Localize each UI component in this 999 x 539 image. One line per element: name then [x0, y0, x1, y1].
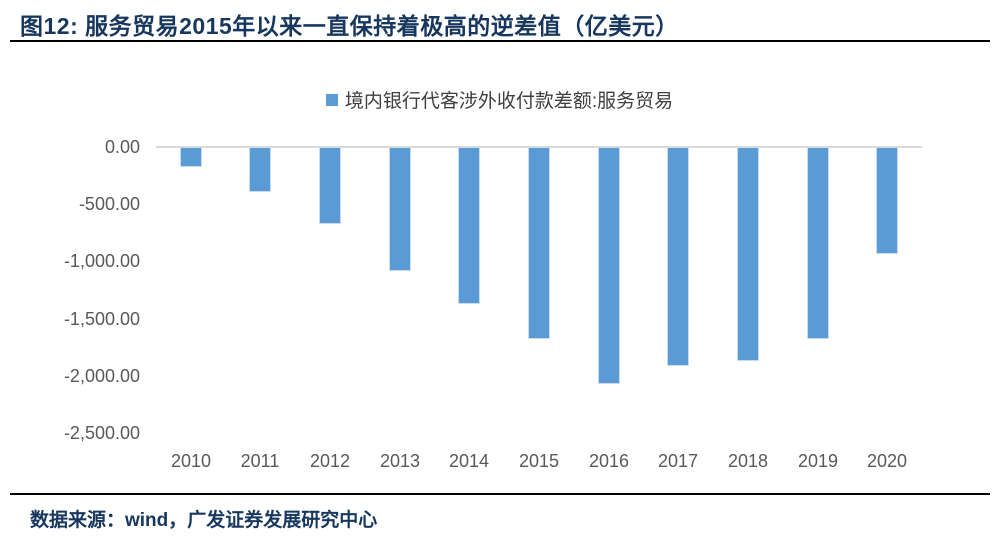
- x-axis-label-2015: 2015: [518, 451, 560, 471]
- zero-axis-line: [156, 146, 922, 148]
- legend-square-icon: [325, 93, 338, 106]
- x-axis-label-2013: 2013: [379, 451, 421, 471]
- bar-2018: [737, 148, 759, 361]
- legend: 境内银行代客涉外收付款差额:服务贸易: [0, 86, 999, 113]
- x-axis-label-2019: 2019: [797, 451, 839, 471]
- x-axis-label-2010: 2010: [170, 451, 212, 471]
- bar-2012: [319, 148, 341, 224]
- y-tick-label: -500.00: [78, 194, 140, 214]
- bar-2016: [598, 148, 620, 384]
- bar-2015: [528, 148, 550, 339]
- footer-divider-line: [10, 493, 990, 495]
- data-source-note: 数据来源：wind，广发证券发展研究中心: [30, 510, 378, 531]
- bar-2017: [667, 148, 689, 366]
- x-axis-label-2014: 2014: [448, 451, 490, 471]
- y-tick-label: -1,500.00: [63, 309, 140, 329]
- x-axis-label-2016: 2016: [588, 451, 630, 471]
- title-divider-line: [10, 40, 990, 42]
- x-axis-label-2012: 2012: [309, 451, 351, 471]
- bar-2011: [249, 148, 271, 192]
- bar-2014: [458, 148, 480, 304]
- x-axis-label-2020: 2020: [866, 451, 908, 471]
- x-axis-label-2017: 2017: [657, 451, 699, 471]
- y-tick-label: -2,000.00: [63, 366, 140, 386]
- y-tick-label: 0.00: [104, 137, 140, 157]
- x-axis-label-2011: 2011: [240, 451, 280, 471]
- legend-label: 境内银行代客涉外收付款差额:服务贸易: [344, 91, 674, 112]
- bar-2010: [180, 148, 202, 167]
- page-title: 图12: 服务贸易2015年以来一直保持着极高的逆差值（亿美元）: [20, 13, 679, 39]
- bar-2020: [876, 148, 898, 254]
- y-tick-label: -1,000.00: [63, 251, 140, 271]
- y-tick-label: -2,500.00: [63, 423, 140, 443]
- bar-2013: [389, 148, 411, 271]
- x-axis-label-2018: 2018: [727, 451, 769, 471]
- bar-2019: [807, 148, 829, 339]
